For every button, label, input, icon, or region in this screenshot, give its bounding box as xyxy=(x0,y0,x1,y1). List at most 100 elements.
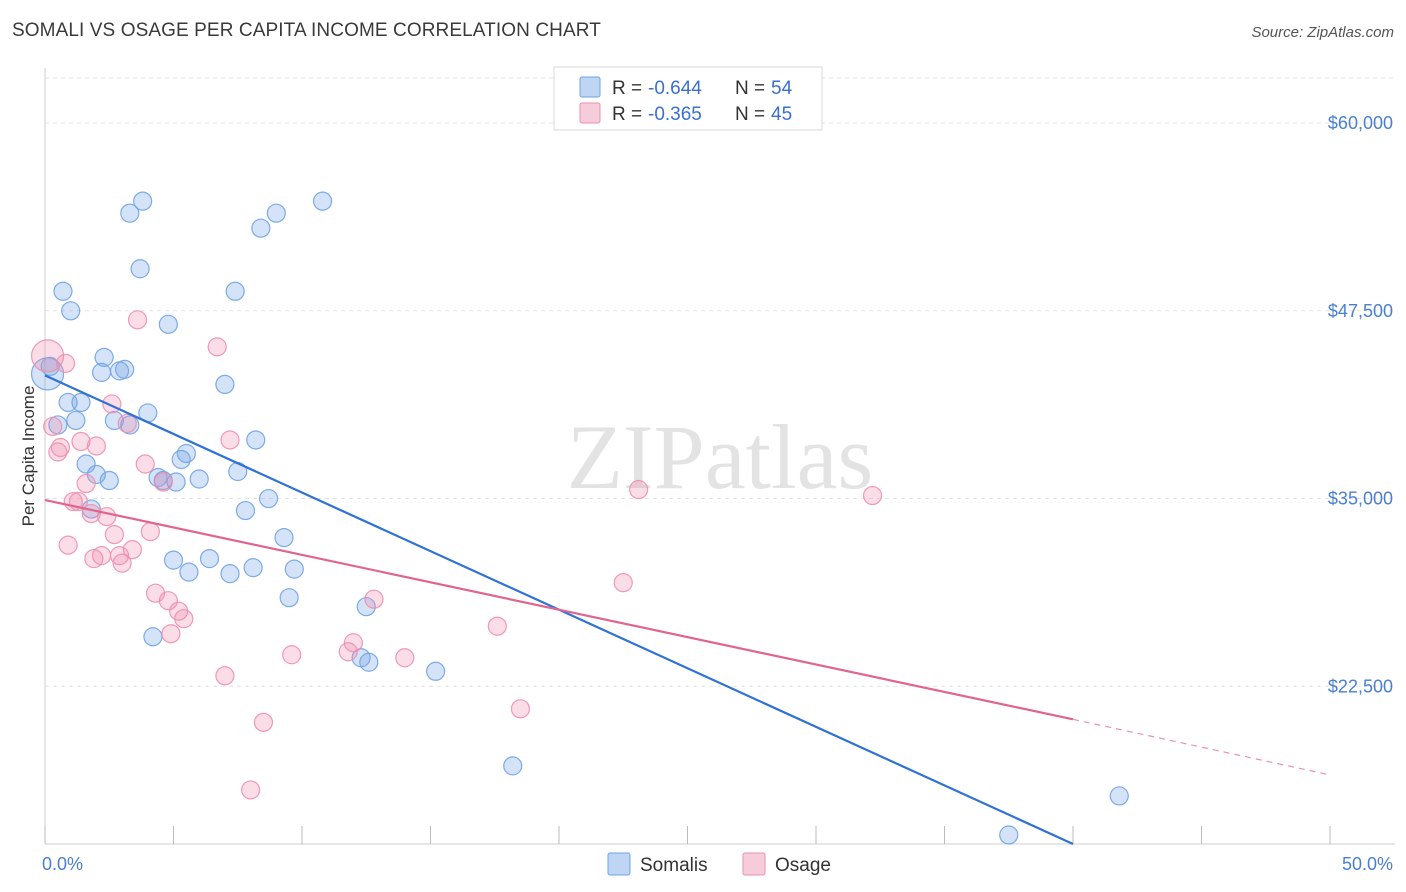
somalis-point xyxy=(503,756,523,776)
somalis-point xyxy=(94,347,114,367)
somalis-point xyxy=(130,259,150,279)
osage-point xyxy=(91,546,112,566)
somalis-point xyxy=(1109,786,1129,806)
osage-point xyxy=(58,535,78,555)
somalis-point xyxy=(158,314,178,334)
somalis-point xyxy=(171,449,191,470)
osage-point xyxy=(55,353,76,373)
osage-point xyxy=(174,609,194,629)
somalis-point xyxy=(266,203,286,223)
somalis-legend-swatch xyxy=(607,852,631,876)
somalis-point xyxy=(220,564,240,584)
y-tick-label: $35,000 xyxy=(1328,489,1393,509)
axes xyxy=(44,68,1395,845)
somalis-point xyxy=(284,559,304,579)
y-tick-label: $47,500 xyxy=(1328,301,1393,321)
somalis-point xyxy=(999,825,1019,845)
osage-point xyxy=(613,573,633,593)
osage-point xyxy=(43,416,63,437)
somalis-point xyxy=(359,652,379,672)
legend-n-value: 54 xyxy=(771,78,793,99)
osage-point xyxy=(84,549,104,569)
osage-legend-label: Osage xyxy=(775,855,831,876)
somalis-point xyxy=(120,203,140,223)
legend-n-value: 45 xyxy=(771,104,792,125)
watermark: ZIPatlas xyxy=(567,406,874,508)
y-tick-labels: $22,500 $35,000 $47,500 $60,000 xyxy=(1328,113,1393,696)
somalis-point xyxy=(243,558,263,578)
osage-swatch xyxy=(579,102,601,124)
osage-point xyxy=(127,310,148,330)
somalis-swatch xyxy=(579,76,601,98)
somalis-point xyxy=(279,588,299,608)
somalis-point xyxy=(235,500,256,521)
source-label: Source: ZipAtlas.com xyxy=(1251,24,1394,41)
legend-n-label: N = xyxy=(735,78,765,99)
somalis-point xyxy=(53,281,73,301)
osage-trend-line xyxy=(44,498,1074,721)
somalis-point xyxy=(176,443,196,464)
osage-point xyxy=(253,712,274,732)
osage-point xyxy=(104,524,124,545)
somalis-point xyxy=(179,562,199,582)
osage-point xyxy=(153,472,173,492)
x-tick-label: 50.0% xyxy=(1342,854,1393,874)
somalis-point xyxy=(99,470,119,491)
legend-r-label: R = xyxy=(612,104,642,125)
osage-point xyxy=(220,430,240,450)
legend-r-label: R = xyxy=(612,78,642,99)
somalis-point xyxy=(163,550,184,570)
osage-point xyxy=(122,540,142,560)
chart-title: SOMALI VS OSAGE PER CAPITA INCOME CORREL… xyxy=(12,20,601,41)
stats-legend: R = -0.644 N = 54 R = -0.365 N = 45 xyxy=(553,66,823,131)
somalis-point xyxy=(199,549,220,569)
somalis-point xyxy=(274,527,294,548)
x-tick-labels: 0.0% 50.0% xyxy=(42,854,1393,874)
osage-point xyxy=(158,591,178,611)
somalis-legend-label: Somalis xyxy=(640,855,708,876)
osage-point xyxy=(282,645,302,665)
somalis-point xyxy=(115,359,135,379)
osage-point xyxy=(364,589,384,609)
somalis-point xyxy=(71,392,91,413)
osage-point xyxy=(395,648,415,668)
somalis-point xyxy=(215,374,235,394)
osage-point xyxy=(81,503,101,524)
somalis-point xyxy=(133,191,153,211)
legend-r-value: -0.644 xyxy=(648,78,702,99)
somalis-point xyxy=(66,410,86,431)
somalis-point xyxy=(426,661,446,681)
x-tick-label: 0.0% xyxy=(42,854,83,874)
somalis-point xyxy=(225,281,245,301)
osage-point xyxy=(117,413,137,434)
osage-point xyxy=(161,624,181,644)
osage-point xyxy=(30,339,65,373)
somalis-point xyxy=(246,430,266,450)
osage-legend-swatch xyxy=(742,852,766,876)
legend-n-label: N = xyxy=(735,104,765,125)
somalis-point xyxy=(356,597,376,617)
osage-point xyxy=(71,431,91,452)
osage-point xyxy=(50,437,71,458)
y-axis-label: Per Capita Income xyxy=(19,386,38,527)
somalis-point xyxy=(189,469,209,489)
somalis-point xyxy=(312,191,333,211)
osage-point xyxy=(76,473,96,494)
somalis-point xyxy=(143,627,163,647)
osage-point xyxy=(862,485,883,506)
osage-point xyxy=(207,337,227,357)
grid-lines xyxy=(45,77,1395,687)
osage-point xyxy=(629,479,649,500)
osage-point xyxy=(510,699,531,719)
osage-point xyxy=(86,436,107,456)
osage-point xyxy=(97,506,117,527)
y-tick-label: $60,000 xyxy=(1328,113,1393,133)
osage-point xyxy=(112,553,132,573)
osage-point xyxy=(135,454,155,474)
osage-trend-extension xyxy=(1072,718,1331,776)
data-points xyxy=(30,191,1129,845)
somalis-point xyxy=(258,488,279,509)
somalis-point xyxy=(251,218,271,238)
trend-lines xyxy=(44,374,1331,846)
